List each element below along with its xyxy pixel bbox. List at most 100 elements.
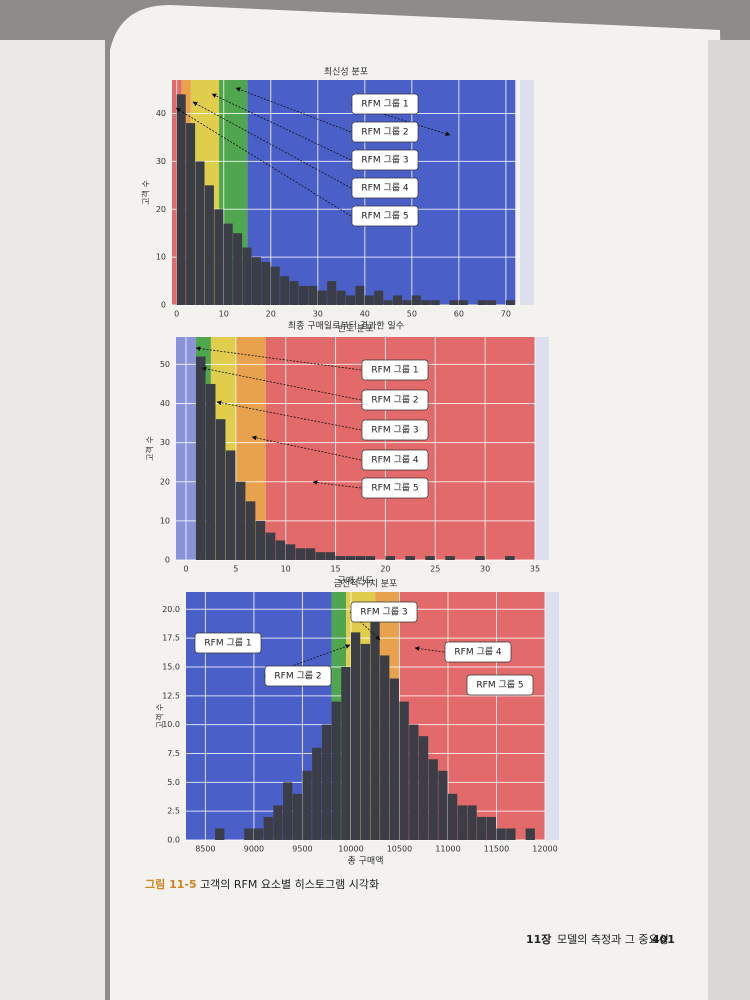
x-tick-label: 25 <box>430 565 440 574</box>
footer-chapter: 11장 <box>526 932 551 946</box>
y-tick-label: 40 <box>156 109 166 118</box>
bar <box>486 816 497 840</box>
bar <box>273 805 283 840</box>
bar <box>275 540 286 560</box>
bar <box>335 556 346 560</box>
annotation-label: RFM 그룹 4 <box>361 183 408 194</box>
annotation-label: RFM 그룹 4 <box>454 647 501 658</box>
y-tick-label: 10 <box>160 516 170 525</box>
annotation-box <box>444 641 512 663</box>
bar <box>389 678 400 840</box>
bar <box>295 548 306 560</box>
annotation-label: RFM 그룹 3 <box>371 425 418 436</box>
bar <box>449 300 459 305</box>
bar <box>233 233 243 305</box>
bar <box>418 736 429 840</box>
bar <box>242 247 252 305</box>
annotation-arrow <box>201 366 362 401</box>
footer-title: 모델의 측정과 그 중요성 <box>557 933 669 946</box>
annotation-box <box>361 449 429 471</box>
y-tick-label: 20.0 <box>162 605 180 614</box>
x-tick-label: 12000 <box>532 845 557 854</box>
annotation-arrow <box>192 101 352 189</box>
annotation-label: RFM 그룹 1 <box>361 99 408 110</box>
x-tick-label: 10000 <box>338 845 363 854</box>
x-tick-label: 35 <box>530 565 540 574</box>
bar <box>280 276 290 305</box>
x-tick-label: 70 <box>501 310 511 319</box>
bar <box>302 770 312 840</box>
annotation-label: RFM 그룹 3 <box>360 607 407 618</box>
y-tick-label: 12.5 <box>162 691 180 700</box>
x-tick-label: 30 <box>480 565 490 574</box>
bar <box>360 643 370 840</box>
bar <box>270 266 280 305</box>
annotation-box <box>466 674 534 696</box>
bar <box>385 556 395 560</box>
bar <box>411 295 421 305</box>
annotation-box <box>351 205 419 227</box>
annotation-label: RFM 그룹 4 <box>371 455 418 466</box>
bar <box>402 300 412 305</box>
bar <box>235 481 246 560</box>
annotation-label: RFM 그룹 2 <box>361 127 408 138</box>
bar <box>205 383 216 560</box>
annotation-label: RFM 그룹 5 <box>361 211 408 222</box>
bar <box>374 290 384 305</box>
bar <box>223 223 233 305</box>
x-axis-label: 최종 구매일로부터 경과한 일수 <box>288 320 404 332</box>
bar <box>447 793 458 840</box>
annotation-label: RFM 그룹 1 <box>371 365 418 376</box>
bar <box>409 724 419 840</box>
x-tick-label: 9500 <box>292 845 312 854</box>
bar <box>317 290 327 305</box>
chart-title: 금전적 가치 분포 <box>334 578 398 590</box>
bar <box>305 548 316 560</box>
annotation-box <box>351 93 419 115</box>
bar <box>364 295 374 305</box>
annotation-box <box>361 477 429 499</box>
y-tick-label: 30 <box>156 157 166 166</box>
bar <box>336 290 346 305</box>
bar <box>195 356 206 560</box>
bar <box>341 666 351 840</box>
y-tick-label: 0 <box>161 301 166 310</box>
bar <box>214 209 224 305</box>
bar <box>487 300 497 305</box>
bar <box>308 285 318 305</box>
left-page <box>0 40 105 1000</box>
bar <box>195 161 205 305</box>
bar <box>186 123 196 305</box>
x-tick-label: 10500 <box>387 845 412 854</box>
bar <box>355 556 366 560</box>
annotation-box <box>361 389 429 411</box>
x-tick-label: 0 <box>183 565 188 574</box>
y-tick-label: 2.5 <box>167 807 180 816</box>
annotation-arrow <box>175 107 352 217</box>
bar <box>505 556 515 560</box>
bar <box>255 520 266 560</box>
y-tick-label: 20 <box>160 477 170 486</box>
caption-text: 고객의 RFM 요소별 히스토그램 시각화 <box>200 877 379 891</box>
bar <box>355 285 365 305</box>
bar <box>438 770 448 840</box>
bar <box>346 295 356 305</box>
bar <box>176 94 186 306</box>
bar <box>350 632 361 840</box>
x-tick-label: 15 <box>330 565 340 574</box>
y-tick-label: 50 <box>160 360 170 369</box>
y-axis-label: 고객 수 <box>145 436 155 461</box>
annotation-box <box>264 665 332 687</box>
bar <box>457 805 467 840</box>
annotation-box <box>351 121 419 143</box>
x-tick-label: 60 <box>454 310 464 319</box>
chart-title: 빈도 분포 <box>338 324 374 335</box>
bar <box>215 419 226 560</box>
bar <box>428 759 438 840</box>
bar <box>283 782 293 840</box>
bar <box>285 544 296 560</box>
bar <box>477 300 487 305</box>
bar <box>405 556 415 560</box>
y-tick-label: 10.0 <box>162 720 180 729</box>
annotation-box <box>194 632 262 654</box>
